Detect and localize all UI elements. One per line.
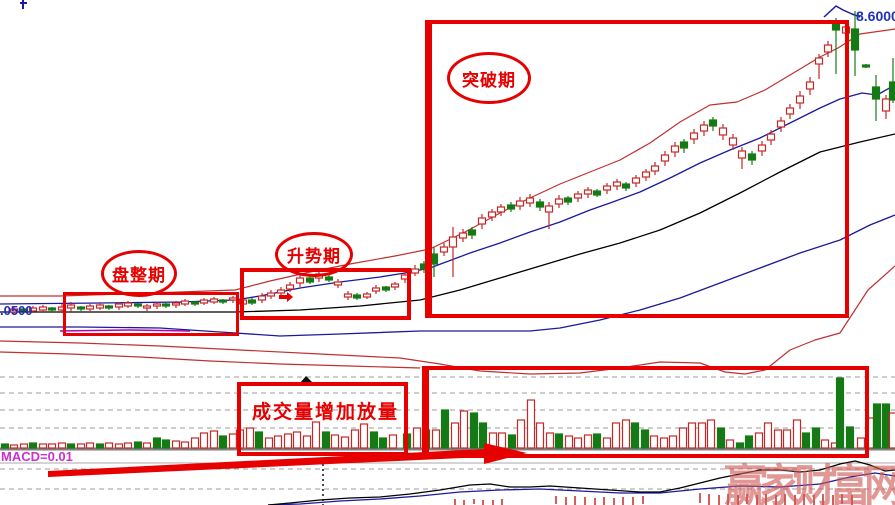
grid-layer [0,376,895,490]
peak-marker-triangle [300,376,313,383]
trend-arrow [48,443,527,477]
candles-layer [9,11,895,314]
annotation-graphics-layer [48,292,527,505]
volume-layer [0,377,895,449]
small-right-arrow [279,292,293,302]
ma-lines-layer [0,0,895,375]
macd-layer [267,460,895,505]
